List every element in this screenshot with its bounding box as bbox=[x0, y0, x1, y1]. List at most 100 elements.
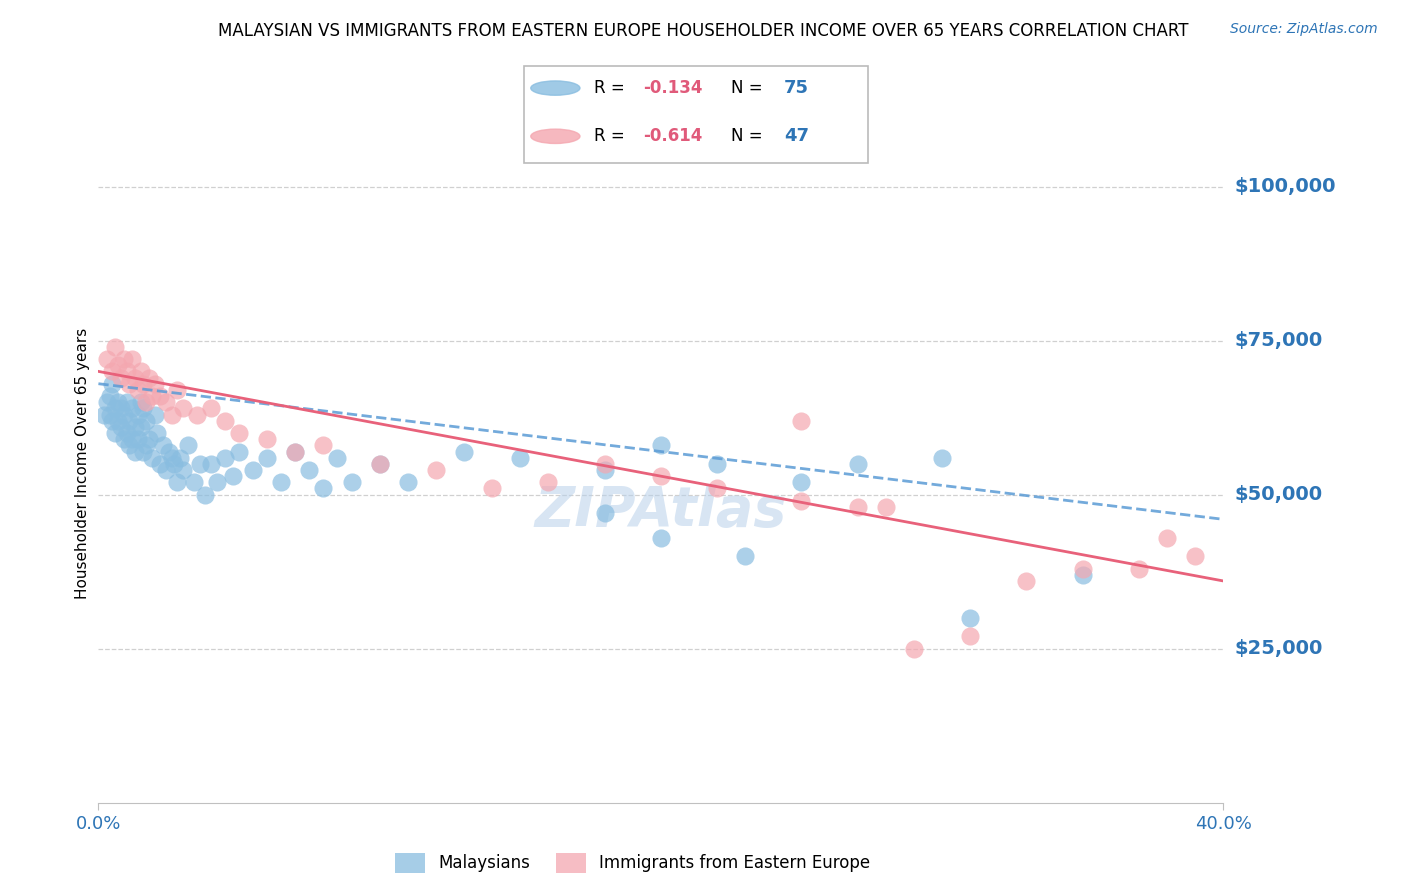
Text: R =: R = bbox=[595, 79, 624, 97]
Point bbox=[169, 450, 191, 465]
Point bbox=[157, 444, 180, 458]
Point bbox=[98, 389, 121, 403]
Text: MALAYSIAN VS IMMIGRANTS FROM EASTERN EUROPE HOUSEHOLDER INCOME OVER 65 YEARS COR: MALAYSIAN VS IMMIGRANTS FROM EASTERN EUR… bbox=[218, 22, 1188, 40]
Point bbox=[396, 475, 419, 490]
Point bbox=[98, 408, 121, 422]
Point bbox=[129, 420, 152, 434]
Point bbox=[104, 401, 127, 416]
Point bbox=[101, 364, 124, 378]
Point bbox=[104, 340, 127, 354]
Point bbox=[228, 444, 250, 458]
Point bbox=[118, 376, 141, 391]
Point bbox=[149, 389, 172, 403]
Point bbox=[214, 414, 236, 428]
Text: N =: N = bbox=[731, 79, 762, 97]
Point bbox=[124, 444, 146, 458]
Point bbox=[172, 463, 194, 477]
Point bbox=[1071, 561, 1094, 575]
Point bbox=[143, 408, 166, 422]
Point bbox=[132, 376, 155, 391]
Point bbox=[188, 457, 211, 471]
Point bbox=[284, 444, 307, 458]
Point bbox=[650, 438, 672, 452]
Point bbox=[107, 395, 129, 409]
Point bbox=[110, 401, 132, 416]
Point bbox=[129, 395, 152, 409]
Text: -0.614: -0.614 bbox=[644, 128, 703, 145]
Point bbox=[790, 414, 813, 428]
Point bbox=[846, 457, 869, 471]
Point bbox=[141, 450, 163, 465]
Point bbox=[107, 414, 129, 428]
Point bbox=[166, 383, 188, 397]
Point bbox=[101, 414, 124, 428]
Point bbox=[706, 457, 728, 471]
Point bbox=[107, 358, 129, 372]
Point bbox=[138, 370, 160, 384]
Point bbox=[706, 482, 728, 496]
Text: N =: N = bbox=[731, 128, 762, 145]
Text: $100,000: $100,000 bbox=[1234, 177, 1336, 196]
Point bbox=[143, 376, 166, 391]
Text: $75,000: $75,000 bbox=[1234, 331, 1323, 350]
Point bbox=[1071, 567, 1094, 582]
Point bbox=[593, 463, 616, 477]
Point bbox=[152, 438, 174, 452]
Text: $50,000: $50,000 bbox=[1234, 485, 1323, 504]
Point bbox=[135, 438, 157, 452]
Point bbox=[228, 425, 250, 440]
Point bbox=[200, 401, 222, 416]
Point bbox=[127, 432, 149, 446]
Point bbox=[368, 457, 391, 471]
Point bbox=[256, 450, 278, 465]
Point bbox=[127, 383, 149, 397]
Point bbox=[959, 611, 981, 625]
Point bbox=[115, 425, 138, 440]
Point bbox=[104, 425, 127, 440]
Point bbox=[141, 389, 163, 403]
Point bbox=[177, 438, 200, 452]
Point bbox=[112, 352, 135, 367]
Point bbox=[593, 506, 616, 520]
Point bbox=[110, 420, 132, 434]
Point bbox=[790, 475, 813, 490]
Point bbox=[166, 475, 188, 490]
Text: Source: ZipAtlas.com: Source: ZipAtlas.com bbox=[1230, 22, 1378, 37]
Circle shape bbox=[530, 129, 581, 144]
Text: -0.134: -0.134 bbox=[644, 79, 703, 97]
Text: ZIPAtlas: ZIPAtlas bbox=[534, 484, 787, 538]
Point bbox=[124, 370, 146, 384]
Point bbox=[163, 457, 186, 471]
Circle shape bbox=[530, 81, 581, 95]
Point bbox=[101, 376, 124, 391]
Point bbox=[537, 475, 560, 490]
Point bbox=[118, 438, 141, 452]
Point bbox=[155, 463, 177, 477]
Point bbox=[112, 432, 135, 446]
Point bbox=[650, 531, 672, 545]
Point bbox=[593, 457, 616, 471]
Point bbox=[326, 450, 349, 465]
Point bbox=[115, 364, 138, 378]
Point bbox=[93, 408, 115, 422]
Point bbox=[1015, 574, 1038, 588]
Point bbox=[183, 475, 205, 490]
Point bbox=[160, 408, 183, 422]
Text: $25,000: $25,000 bbox=[1234, 640, 1323, 658]
Point bbox=[155, 395, 177, 409]
Point bbox=[481, 482, 503, 496]
Point bbox=[121, 401, 143, 416]
Point bbox=[790, 493, 813, 508]
Point bbox=[149, 457, 172, 471]
Point bbox=[453, 444, 475, 458]
Point bbox=[205, 475, 228, 490]
Point bbox=[96, 395, 118, 409]
Point bbox=[312, 438, 335, 452]
Point bbox=[509, 450, 531, 465]
Point bbox=[903, 641, 925, 656]
Point bbox=[931, 450, 953, 465]
Point bbox=[194, 488, 217, 502]
Point bbox=[160, 450, 183, 465]
Point bbox=[214, 450, 236, 465]
Point bbox=[118, 414, 141, 428]
